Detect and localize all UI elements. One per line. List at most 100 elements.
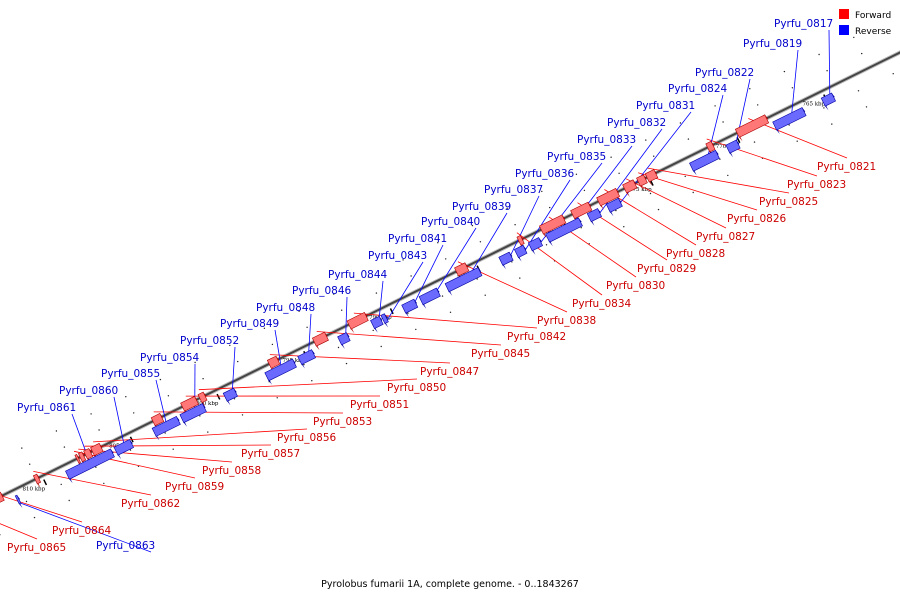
gene-pyrfu-0840[interactable]: [419, 288, 440, 309]
minor-tick: [410, 275, 411, 276]
label-leader: [578, 203, 668, 260]
minor-tick: [199, 415, 200, 416]
gene-pyrfu-0835[interactable]: [528, 238, 542, 255]
minor-tick: [685, 176, 686, 177]
gene-pyrfu-0829[interactable]: [571, 202, 592, 223]
gene-label[interactable]: Pyrfu_0840: [421, 216, 480, 228]
minor-tick: [615, 210, 616, 211]
gene-label[interactable]: Pyrfu_0854: [140, 352, 200, 364]
gene-label[interactable]: Pyrfu_0862: [121, 498, 180, 510]
gene-label[interactable]: Pyrfu_0837: [484, 184, 543, 196]
gene-label[interactable]: Pyrfu_0863: [96, 540, 155, 552]
gene-label[interactable]: Pyrfu_0834: [572, 298, 632, 310]
gene-label[interactable]: Pyrfu_0842: [507, 331, 566, 343]
gene-label[interactable]: Pyrfu_0849: [220, 318, 279, 330]
gene-pyrfu-0827[interactable]: [623, 180, 637, 197]
minor-tick: [680, 122, 681, 123]
minor-tick: [450, 312, 451, 313]
minor-tick: [658, 209, 659, 210]
gene-label[interactable]: Pyrfu_0843: [368, 250, 427, 262]
gene-pyrfu-0837[interactable]: [499, 252, 513, 269]
minor-tick: [549, 207, 550, 208]
gene-label[interactable]: Pyrfu_0838: [537, 315, 596, 327]
genome-caption: Pyrolobus fumarii 1A, complete genome. -…: [321, 579, 579, 590]
minor-tick: [133, 412, 134, 413]
gene-pyrfu-0846[interactable]: [338, 333, 351, 349]
gene-label[interactable]: Pyrfu_0831: [636, 100, 695, 112]
gene-label[interactable]: Pyrfu_0835: [547, 151, 606, 163]
gene-label[interactable]: Pyrfu_0841: [388, 233, 447, 245]
minor-tick: [727, 175, 728, 176]
gene-label[interactable]: Pyrfu_0826: [727, 213, 787, 225]
gene-pyrfu-0841[interactable]: [402, 299, 418, 317]
gene-label[interactable]: Pyrfu_0865: [7, 542, 66, 554]
label-leader: [735, 79, 750, 150]
minor-tick: [581, 227, 582, 228]
legend-forward-label: Forward: [855, 11, 891, 21]
scale-tick-label: 765 kbp: [802, 101, 825, 107]
gene-label[interactable]: Pyrfu_0847: [420, 366, 479, 378]
gene-label[interactable]: Pyrfu_0846: [292, 285, 352, 297]
gene-pyrfu-0822[interactable]: [726, 140, 740, 157]
gene-label[interactable]: Pyrfu_0824: [668, 83, 728, 95]
gene-label[interactable]: Pyrfu_0833: [577, 134, 636, 146]
gene-pyrfu-0863[interactable]: [15, 495, 22, 508]
label-leader-layer: [0, 30, 847, 552]
gene-label[interactable]: Pyrfu_0855: [101, 368, 160, 380]
gene-label[interactable]: Pyrfu_0848: [256, 302, 315, 314]
gene-pyrfu-0842[interactable]: [347, 312, 368, 333]
minor-tick: [64, 446, 65, 447]
gene-label[interactable]: Pyrfu_0860: [59, 385, 118, 397]
label-leader: [829, 30, 830, 103]
scale-tick: [44, 480, 47, 485]
minor-tick: [584, 190, 585, 191]
gene-label[interactable]: Pyrfu_0823: [787, 179, 846, 191]
gene-label[interactable]: Pyrfu_0851: [350, 399, 409, 411]
gene-pyrfu-0836[interactable]: [514, 245, 527, 261]
gene-label[interactable]: Pyrfu_0819: [743, 38, 802, 50]
gene-label[interactable]: Pyrfu_0825: [759, 196, 818, 208]
minor-tick: [130, 449, 131, 450]
gene-pyrfu-0852[interactable]: [223, 388, 237, 405]
gene-label[interactable]: Pyrfu_0856: [277, 432, 337, 444]
gene-label[interactable]: Pyrfu_0844: [328, 269, 388, 281]
gene-label[interactable]: Pyrfu_0822: [695, 67, 754, 79]
gene-label[interactable]: Pyrfu_0836: [515, 168, 575, 180]
gene-label[interactable]: Pyrfu_0832: [607, 117, 666, 129]
gene-label[interactable]: Pyrfu_0858: [202, 465, 261, 477]
gene-label[interactable]: Pyrfu_0859: [165, 481, 224, 493]
legend: Forward Reverse: [839, 9, 892, 37]
gene-label[interactable]: Pyrfu_0857: [241, 448, 300, 460]
gene-label[interactable]: Pyrfu_0828: [666, 248, 725, 260]
gene-label[interactable]: Pyrfu_0850: [387, 382, 446, 394]
gene-pyrfu-0848[interactable]: [298, 350, 316, 369]
gene-label[interactable]: Pyrfu_0864: [52, 525, 112, 537]
gene-label[interactable]: Pyrfu_0839: [452, 201, 511, 213]
minor-tick: [722, 121, 723, 122]
gene-label[interactable]: Pyrfu_0827: [696, 231, 755, 243]
gene-pyrfu-0845[interactable]: [312, 332, 328, 350]
gene-label[interactable]: Pyrfu_0829: [637, 263, 696, 275]
gene-label[interactable]: Pyrfu_0817: [774, 18, 833, 30]
minor-tick: [645, 139, 646, 140]
minor-tick: [415, 329, 416, 330]
legend-reverse-label: Reverse: [855, 27, 892, 37]
minor-tick: [311, 380, 312, 381]
minor-tick: [103, 483, 104, 484]
gene-label[interactable]: Pyrfu_0830: [606, 280, 665, 292]
minor-tick: [893, 73, 894, 74]
gene-front-face: [338, 333, 351, 345]
minor-tick: [272, 344, 273, 345]
gene-label[interactable]: Pyrfu_0853: [313, 416, 372, 428]
gene-front-face: [514, 245, 527, 257]
minor-tick: [442, 295, 443, 296]
minor-tick: [610, 157, 611, 158]
gene-label[interactable]: Pyrfu_0861: [17, 402, 76, 414]
gene-pyrfu-0821[interactable]: [735, 115, 768, 142]
gene-label[interactable]: Pyrfu_0845: [471, 348, 530, 360]
legend-reverse-swatch: [839, 25, 849, 35]
gene-label[interactable]: Pyrfu_0821: [817, 161, 876, 173]
minor-tick: [0, 534, 1, 535]
gene-label[interactable]: Pyrfu_0852: [180, 335, 239, 347]
minor-tick: [519, 277, 520, 278]
